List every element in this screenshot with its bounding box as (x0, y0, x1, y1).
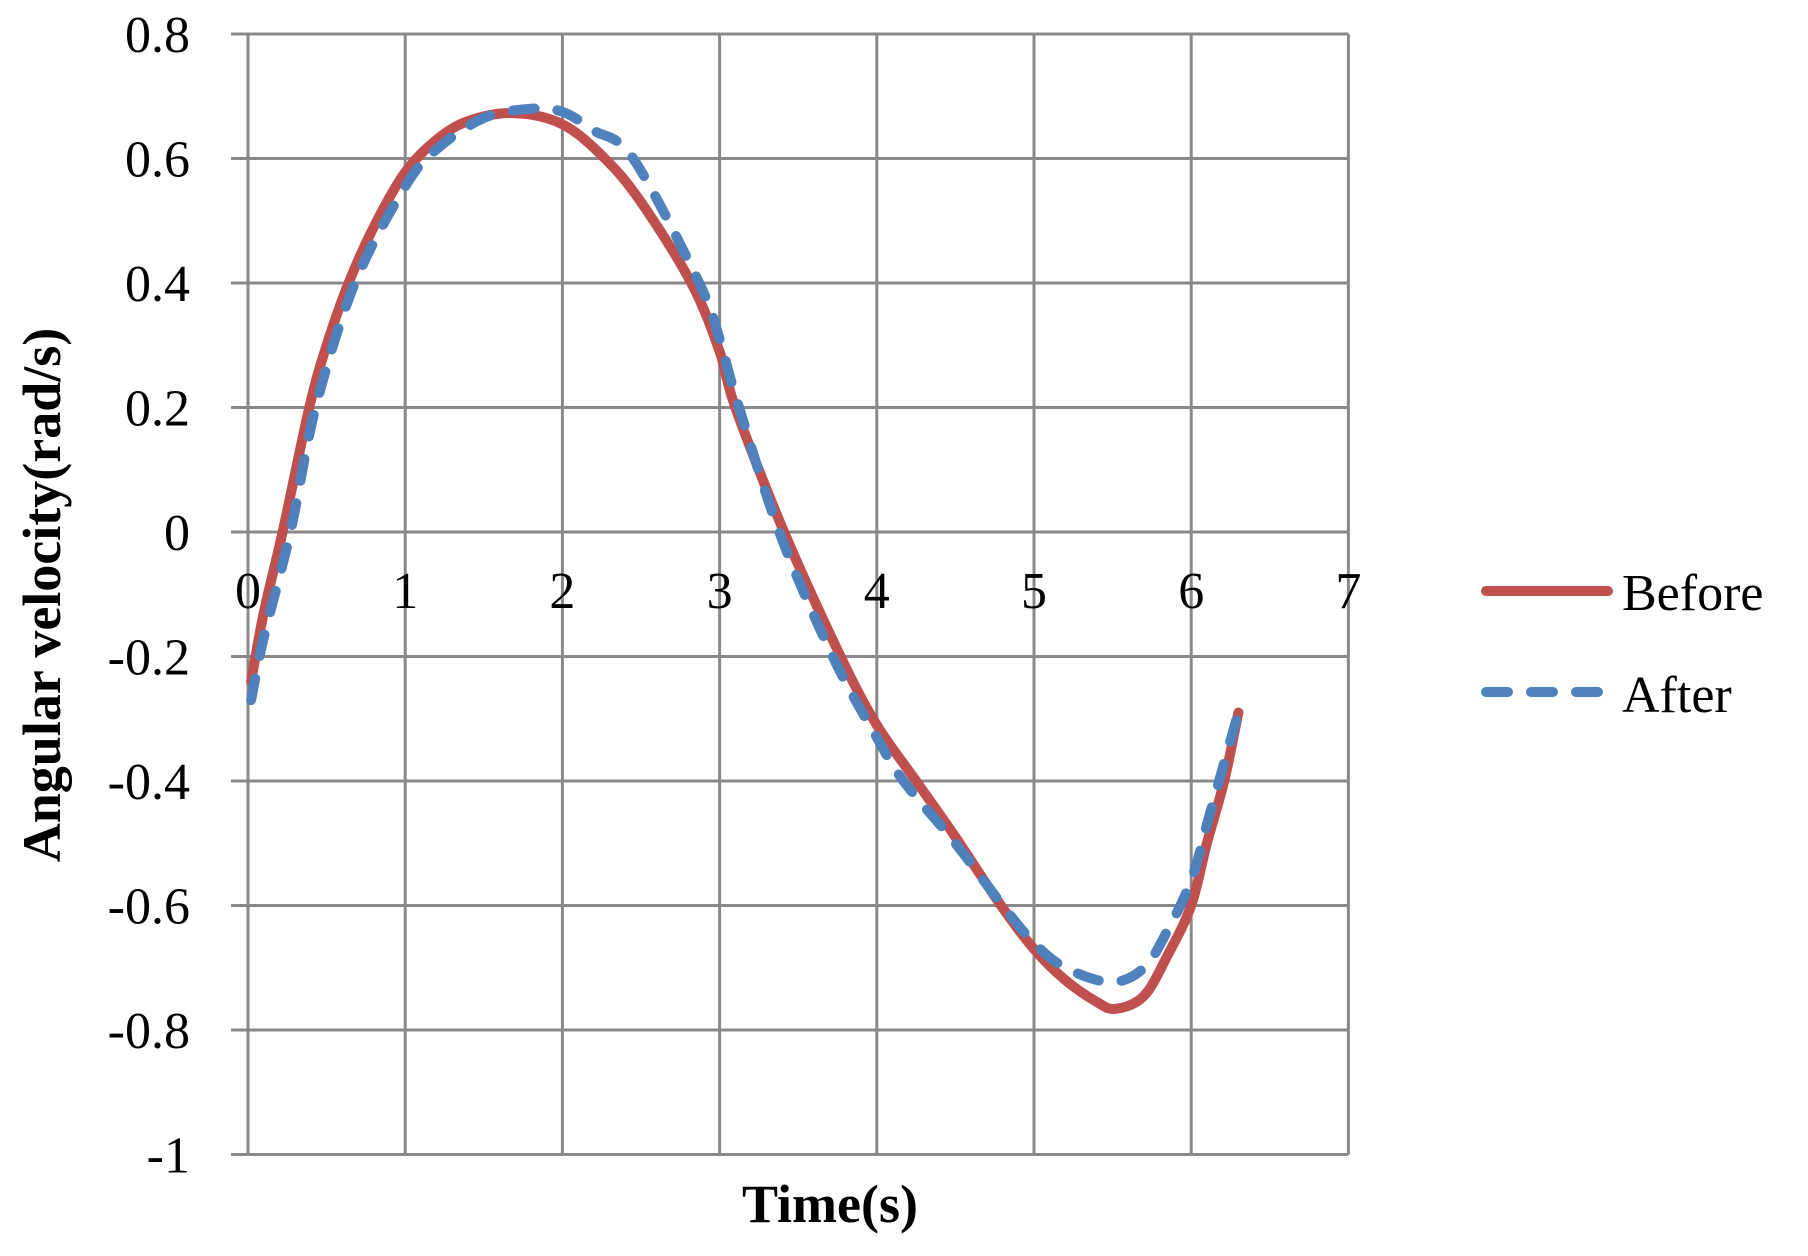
data-series (246, 103, 1244, 1015)
x-axis-title: Time(s) (742, 1174, 918, 1234)
y-tick-label: 0.4 (125, 256, 190, 313)
legend-item-after: After (1481, 667, 1732, 724)
y-tick-label: -0.8 (108, 1003, 190, 1060)
legend-item-before: Before (1481, 565, 1763, 622)
y-tick-label: -0.6 (108, 879, 190, 936)
legend: Before After (1481, 565, 1763, 724)
legend-label-before: Before (1622, 565, 1763, 622)
axis-tick-labels: 0.8 0.6 0.4 0.2 0 -0.2 -0.4 -0.6 -0.8 -1 0 1 2 3 4 5 6 7 (108, 7, 1362, 1185)
y-tick-label: -0.2 (108, 630, 190, 687)
x-tick-label: 5 (1021, 563, 1047, 620)
y-tick-label: 0 (164, 505, 190, 562)
legend-label-after: After (1622, 667, 1732, 724)
x-tick-label: 1 (392, 563, 418, 620)
plot-grid (231, 32, 1350, 1156)
y-tick-label: 0.6 (125, 132, 190, 189)
y-axis-title: Angular velocity(rad/s) (12, 328, 72, 862)
y-tick-label: -0.4 (108, 754, 190, 811)
series-line-after (246, 103, 1244, 988)
x-tick-label: 6 (1178, 563, 1204, 620)
x-tick-label: 2 (549, 563, 575, 620)
x-tick-label: 0 (235, 563, 261, 620)
x-tick-label: 7 (1335, 563, 1361, 620)
series-line-before (246, 108, 1244, 1015)
y-tick-label: 0.2 (125, 381, 190, 438)
y-tick-label: -1 (147, 1128, 190, 1185)
x-tick-label: 3 (707, 563, 733, 620)
x-tick-label: 4 (864, 563, 890, 620)
y-tick-label: 0.8 (125, 7, 190, 64)
